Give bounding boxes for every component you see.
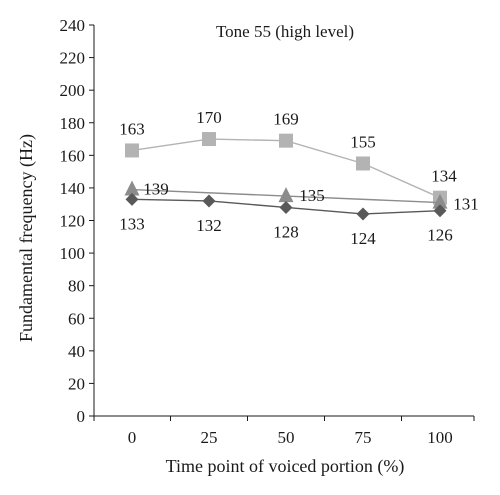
data-label: 126 (427, 226, 453, 245)
x-tick-label: 100 (427, 428, 453, 447)
data-point-diamond (356, 207, 370, 221)
y-tick-label: 100 (60, 244, 86, 263)
data-label: 134 (431, 167, 457, 186)
data-label: 170 (196, 108, 222, 127)
y-tick-label: 140 (60, 179, 86, 198)
data-label: 132 (196, 216, 222, 235)
data-label: 163 (119, 119, 145, 138)
y-axis-title: Fundamental frequency (Hz) (16, 134, 37, 342)
data-label: 131 (453, 195, 479, 214)
y-tick-label: 220 (60, 49, 86, 68)
data-label: 155 (350, 132, 376, 151)
y-tick-label: 180 (60, 114, 86, 133)
y-tick-label: 120 (60, 212, 86, 231)
data-label: 128 (273, 222, 299, 241)
data-label: 169 (273, 110, 299, 129)
data-point-square (279, 133, 293, 148)
data-point-square (125, 143, 139, 158)
x-tick-label: 75 (355, 428, 372, 447)
data-label: 133 (119, 214, 145, 233)
x-axis-title: Time point of voiced portion (%) (166, 456, 405, 477)
data-point-triangle (278, 187, 294, 203)
y-tick-label: 0 (77, 407, 86, 426)
data-point-triangle (124, 180, 140, 196)
data-point-diamond (125, 192, 139, 206)
y-tick-label: 40 (68, 342, 85, 361)
data-point-diamond (279, 200, 293, 214)
x-tick-label: 0 (128, 428, 137, 447)
axes: 0 20 40 60 80 100 120 140 160 180 200 220 240 0 25 50 75… (60, 16, 475, 447)
y-tick-label: 240 (60, 16, 86, 35)
y-tick-label: 20 (68, 374, 85, 393)
data-point-diamond (202, 194, 216, 208)
data-point-diamond (433, 204, 447, 218)
x-tick-label: 50 (278, 428, 295, 447)
plot-area: 163 170 169 155 134 139 135 131 133 132 128 124 126 (119, 108, 479, 248)
data-point-triangle (432, 193, 448, 209)
data-point-square (356, 156, 370, 171)
data-label: 135 (299, 186, 325, 205)
y-tick-label: 80 (68, 277, 85, 296)
y-tick-label: 200 (60, 81, 86, 100)
data-point-square (202, 132, 216, 147)
data-label: 139 (143, 180, 169, 199)
y-tick-label: 60 (68, 309, 85, 328)
chart-title: Tone 55 (high level) (216, 22, 354, 41)
y-tick-label: 160 (60, 146, 86, 165)
data-label: 124 (350, 229, 376, 248)
x-tick-label: 25 (201, 428, 218, 447)
